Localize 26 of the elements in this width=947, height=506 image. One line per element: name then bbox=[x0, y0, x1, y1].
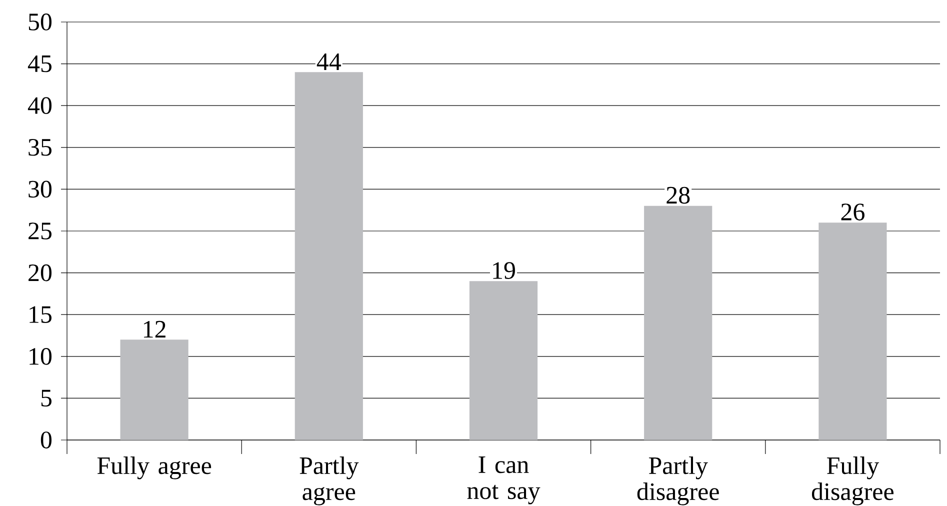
x-tick-label: Partly agree bbox=[300, 456, 359, 506]
y-tick-label: 5 bbox=[41, 390, 52, 407]
bar bbox=[818, 222, 887, 440]
y-tick-label: 0 bbox=[40, 432, 52, 448]
y-tick-label: 25 bbox=[28, 222, 52, 240]
data-label: 44 bbox=[316, 54, 342, 70]
x-tick-label: Partly disagree bbox=[637, 456, 719, 506]
y-tick-label: 50 bbox=[28, 14, 52, 30]
bar bbox=[644, 206, 712, 440]
bar bbox=[120, 340, 188, 440]
x-tick-label: I can not say bbox=[467, 456, 540, 504]
x-tick-label: Fully disagree bbox=[812, 456, 894, 506]
y-tick-label: 45 bbox=[28, 55, 52, 72]
data-label: 12 bbox=[144, 320, 166, 338]
x-tick-label: Fully agree bbox=[97, 456, 212, 480]
data-label: 19 bbox=[493, 262, 515, 279]
y-tick-label: 30 bbox=[28, 180, 52, 198]
y-tick-label: 10 bbox=[30, 348, 52, 365]
y-tick-label: 20 bbox=[28, 264, 52, 282]
bar bbox=[469, 281, 538, 440]
data-label: 28 bbox=[666, 186, 690, 204]
data-label: 26 bbox=[841, 204, 864, 220]
y-tick-label: 35 bbox=[28, 139, 52, 156]
bar bbox=[294, 72, 363, 440]
y-tick-label: 40 bbox=[28, 97, 52, 114]
y-tick-label: 15 bbox=[30, 306, 52, 323]
